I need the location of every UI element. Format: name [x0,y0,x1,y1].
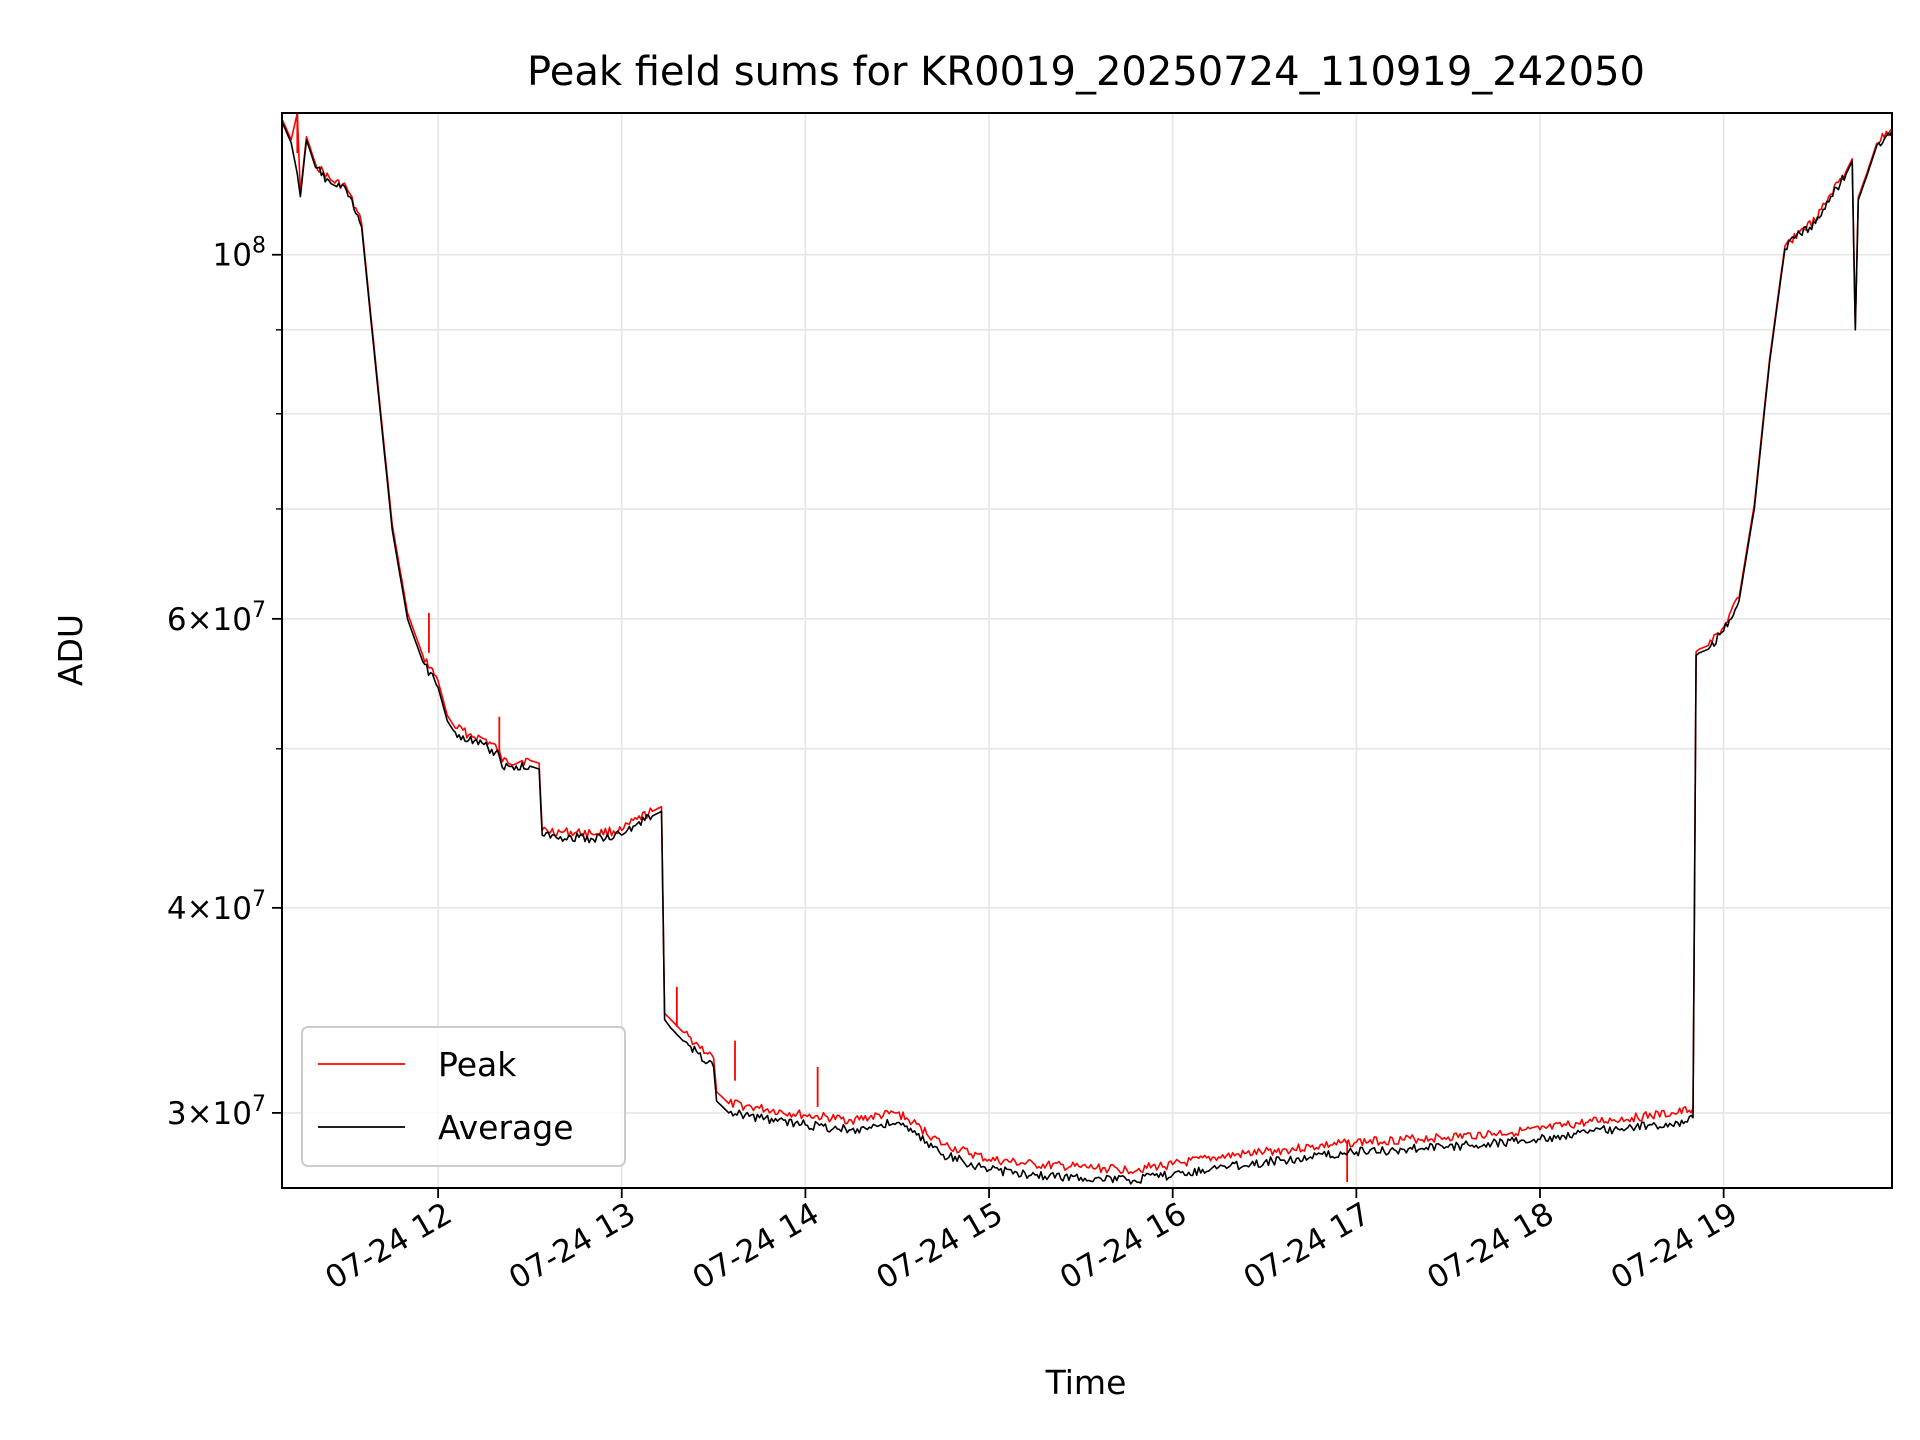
x-axis-label: Time [1045,1363,1127,1402]
plot-frame [281,112,1893,1189]
y-tick-label: 6×107 [167,598,266,638]
y-tick-label: 4×107 [167,887,266,927]
series-line-average [282,121,1892,1185]
y-axis: 3×107 4×107 6×107 108 [167,234,282,1132]
y-axis-label: ADU [51,614,90,686]
legend-box [301,1026,626,1167]
legend-label-average: Average [438,1108,574,1147]
legend: Peak Average [301,1026,626,1167]
y-tick-label: 3×107 [167,1092,266,1132]
chart-title: Peak field sums for KR0019_20250724_1109… [527,49,1645,95]
legend-label-peak: Peak [438,1045,517,1084]
series-layer [282,113,1892,1185]
y-tick-label: 108 [213,234,266,274]
